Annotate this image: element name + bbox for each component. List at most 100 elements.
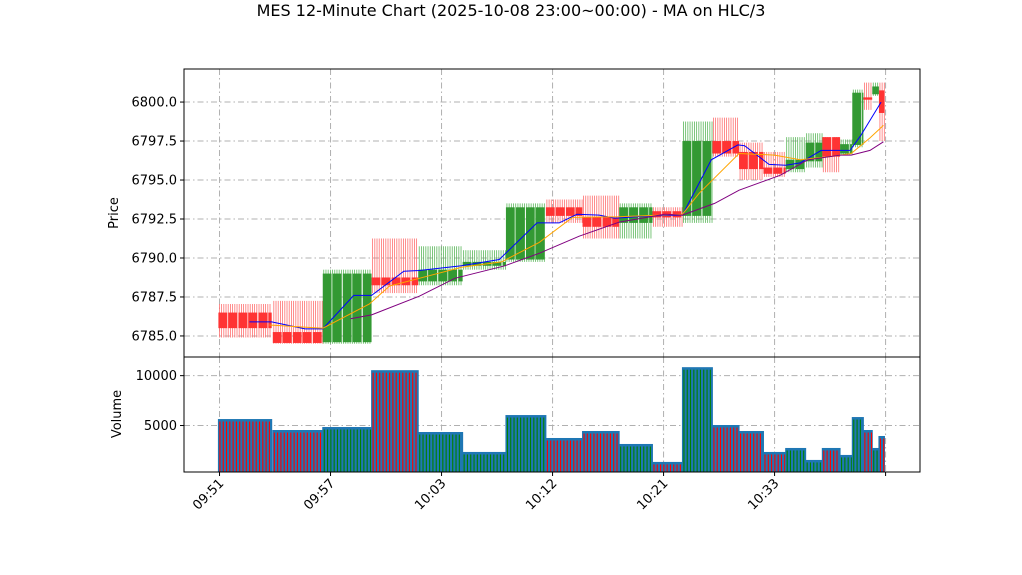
price-tick-label: 6797.5 <box>132 135 178 150</box>
volume-bar-group <box>862 430 873 473</box>
candle-group-down <box>863 82 873 110</box>
candle-body <box>428 269 438 282</box>
candle-body <box>268 312 272 329</box>
candle-body <box>612 217 620 227</box>
candle-body <box>448 269 458 282</box>
candle-body <box>352 273 362 343</box>
x-ticks: 09:51 09:57 10:03 10:12 10:21 10:33 <box>190 472 887 513</box>
candle-body <box>492 261 502 266</box>
volume-bar-group <box>821 447 841 473</box>
price-tick-label: 6790.0 <box>132 251 178 266</box>
candle-body <box>218 312 228 329</box>
candle-body <box>619 207 628 223</box>
candle-group-down <box>218 303 272 338</box>
price-tick-label: 6795.0 <box>132 174 178 189</box>
volume-bar-group <box>651 461 683 473</box>
candle-body <box>555 207 565 216</box>
volume-bar-group <box>851 417 864 473</box>
candle-body <box>282 332 292 343</box>
candle-body <box>272 332 282 343</box>
price-ylabel: Price <box>107 197 122 229</box>
volume-bar-group <box>417 432 464 473</box>
candle-body <box>840 144 849 154</box>
volume-bar-group <box>371 370 419 473</box>
candle-body <box>332 273 342 343</box>
volume-bar-group <box>272 430 324 473</box>
price-yticks: 6785.0 6787.5 6790.0 6792.5 6795.0 6797.5 6800… <box>132 96 184 344</box>
candle-body <box>322 273 332 343</box>
price-tick-label: 6785.0 <box>132 329 178 344</box>
candle-body <box>712 141 722 154</box>
candle-body <box>759 151 764 170</box>
volume-bar <box>785 447 807 473</box>
candle-body <box>458 269 463 282</box>
price-tick-label: 6787.5 <box>132 290 178 305</box>
volume-bar-group <box>738 431 764 473</box>
candle-body <box>472 261 482 266</box>
volume-axes-frame <box>183 356 921 473</box>
candle-body <box>832 137 841 157</box>
candle-body <box>362 273 372 343</box>
volume-tick-label: 10000 <box>136 369 177 384</box>
volume-bar-group <box>322 427 373 473</box>
candle-group-up <box>418 246 463 286</box>
candle-body <box>822 137 832 157</box>
volume-bar-group <box>545 437 584 473</box>
candle-body <box>292 332 302 343</box>
candle-group-down <box>652 207 683 227</box>
volume-bar <box>711 425 740 473</box>
volume-bar <box>371 370 419 473</box>
volume-bar-group <box>762 451 787 473</box>
candle-body <box>575 207 583 216</box>
candle-body <box>258 312 268 329</box>
volume-bar-group <box>462 451 507 473</box>
x-tick-label: 10:21 <box>634 476 671 513</box>
candle-group-up <box>322 269 372 344</box>
x-tick-label: 10:12 <box>523 476 560 513</box>
candle-body <box>371 277 381 286</box>
price-grid <box>184 69 920 357</box>
candle-group-down <box>272 300 323 344</box>
candle-body <box>462 261 472 266</box>
candle-body <box>228 312 238 329</box>
volume-bar-group <box>217 419 273 473</box>
candle-group-up <box>682 121 713 223</box>
candle-body <box>763 167 773 174</box>
candle-group-up <box>505 203 545 262</box>
candle-body <box>545 207 555 216</box>
candle-body <box>773 167 783 174</box>
volume-bar-group <box>805 459 823 473</box>
candle-body <box>682 141 692 216</box>
candle-group-down <box>822 137 841 173</box>
candle-body <box>438 269 448 282</box>
candle-body <box>629 207 638 223</box>
candle-group-down <box>712 117 740 157</box>
volume-bar-group <box>505 415 547 473</box>
candle-body <box>732 141 740 154</box>
volume-bar-group <box>871 447 880 473</box>
candle-body <box>248 312 258 329</box>
candle-body <box>783 167 786 174</box>
volume-bar-group <box>878 435 885 473</box>
candle-body <box>515 207 525 260</box>
candle-body <box>602 217 612 227</box>
candle-body <box>505 207 515 260</box>
volume-ylabel: Volume <box>110 390 125 438</box>
candle-body <box>702 141 712 216</box>
price-tick-label: 6800.0 <box>132 96 178 111</box>
candle-body <box>749 151 758 170</box>
candle-body <box>878 90 885 113</box>
candle-body <box>852 92 862 145</box>
candle-body <box>592 217 602 227</box>
candle-group-up <box>619 203 653 239</box>
candle-body <box>238 312 248 329</box>
candle-body <box>381 277 391 286</box>
candle-body <box>582 217 592 227</box>
candle-body <box>739 151 748 170</box>
candle-body <box>692 141 702 216</box>
volume-bar-group <box>681 367 713 473</box>
x-tick-label: 10:33 <box>745 476 782 513</box>
candle-body <box>525 207 535 260</box>
candle-body <box>863 97 873 100</box>
